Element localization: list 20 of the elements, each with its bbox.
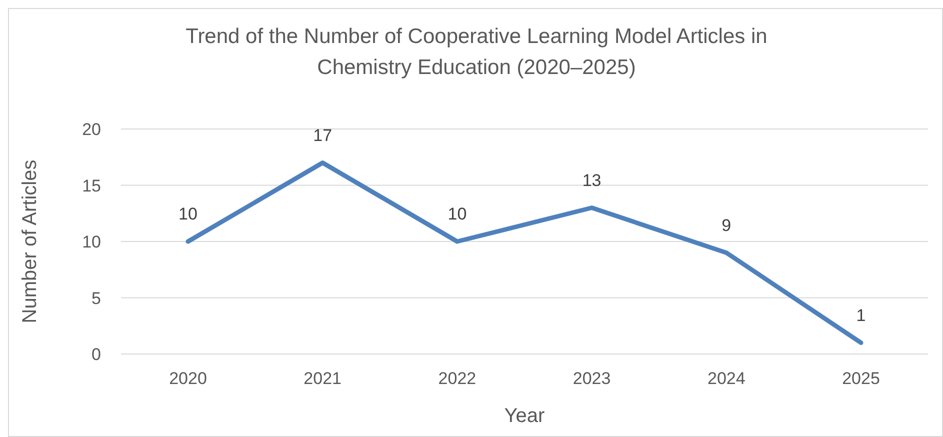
data-label: 13 [582,170,602,190]
data-label: 10 [178,204,198,224]
x-tick-label: 2024 [707,369,746,388]
y-axis-title: Number of Articles [19,160,42,324]
y-tick-label: 0 [92,345,101,364]
data-label: 9 [722,216,732,235]
data-label: 17 [313,126,332,145]
chart-title: Trend of the Number of Cooperative Learning Model Articles in Chemistry Education (2020–2025) [184,24,768,81]
y-tick-label: 20 [82,120,101,140]
y-tick-label: 10 [82,232,101,252]
x-tick-label: 2020 [169,369,207,388]
y-tick-label: 15 [82,176,101,196]
x-tick-label: 2023 [572,369,611,388]
x-tick-label: 2022 [438,369,476,388]
x-tick-label: 2021 [304,369,342,388]
y-tick-label: 5 [92,288,101,308]
x-axis-title: Year [504,405,546,427]
x-tick-label: 2025 [842,369,880,388]
data-label: 1 [856,306,866,325]
data-label: 10 [448,204,467,224]
